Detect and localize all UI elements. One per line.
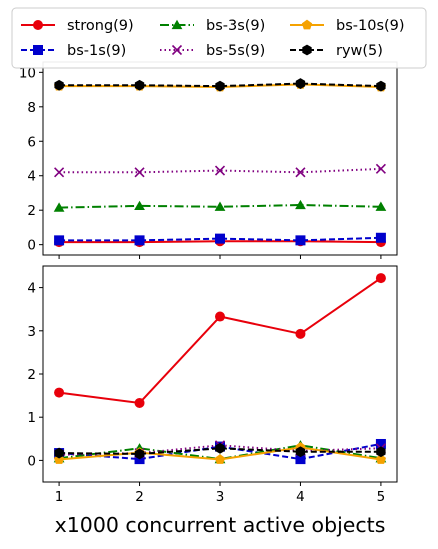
legend-marker bbox=[171, 44, 183, 56]
data-point-marker bbox=[134, 235, 145, 246]
series-bs-5s-9- bbox=[54, 163, 386, 178]
y-tick-label: 2 bbox=[27, 203, 36, 219]
y-axis-ticks: 0 1 2 3 4 bbox=[27, 281, 43, 469]
data-point-marker bbox=[53, 202, 65, 212]
data-point-marker bbox=[215, 233, 225, 244]
data-point-marker bbox=[375, 273, 386, 284]
top-panel: 0 2 4 6 8 10 bbox=[19, 61, 398, 259]
x-tick-label: 5 bbox=[377, 489, 386, 505]
data-point-marker bbox=[295, 167, 306, 178]
legend-entry: bs-10s(9) bbox=[290, 18, 405, 34]
marker-stroke bbox=[54, 167, 65, 178]
marker-stroke bbox=[171, 44, 183, 56]
data-point-marker bbox=[375, 163, 386, 174]
legend-marker bbox=[301, 19, 313, 30]
legend-entry: bs-1s(9) bbox=[21, 43, 126, 59]
data-point-marker bbox=[134, 448, 145, 460]
legend-label: bs-5s(9) bbox=[206, 43, 265, 59]
marker-stroke bbox=[375, 163, 386, 174]
y-tick-label: 1 bbox=[27, 410, 36, 426]
data-point-marker bbox=[215, 311, 225, 322]
data-point-marker bbox=[134, 79, 145, 91]
data-point-marker bbox=[295, 446, 306, 458]
legend-label: bs-10s(9) bbox=[336, 18, 405, 34]
data-point-marker bbox=[376, 446, 386, 458]
y-axis-ticks: 0 2 4 6 8 10 bbox=[19, 65, 43, 254]
data-point-marker bbox=[376, 80, 386, 92]
y-tick-label: 2 bbox=[27, 367, 36, 383]
y-tick-label: 4 bbox=[27, 281, 36, 297]
x-tick-label: 2 bbox=[135, 489, 144, 505]
data-point-marker bbox=[134, 397, 145, 408]
data-point-marker bbox=[54, 387, 65, 398]
plot-area bbox=[43, 62, 397, 255]
data-point-marker bbox=[134, 167, 145, 178]
y-tick-label: 10 bbox=[19, 65, 36, 81]
y-tick-label: 0 bbox=[27, 453, 36, 469]
legend-box bbox=[11, 7, 427, 69]
marker-stroke bbox=[295, 167, 306, 178]
x-axis-ticks: 1 2 3 4 5 bbox=[55, 482, 385, 505]
data-point-marker bbox=[295, 235, 306, 246]
y-tick-label: 6 bbox=[27, 134, 36, 150]
bottom-panel: 0 1 2 3 4 1 2 3 4 5 x1000 concurrent active object… bbox=[27, 265, 398, 537]
legend-entry: strong(9) bbox=[21, 18, 134, 34]
y-tick-label: 3 bbox=[27, 324, 36, 340]
data-point-marker bbox=[295, 454, 306, 465]
legend-marker bbox=[33, 45, 43, 55]
x-tick-label: 3 bbox=[216, 489, 225, 505]
data-point-marker bbox=[375, 232, 386, 243]
data-point-marker bbox=[214, 454, 226, 464]
legend-label: strong(9) bbox=[67, 18, 134, 34]
plot-frame bbox=[42, 265, 398, 483]
data-point-marker bbox=[214, 165, 226, 176]
data-point-marker bbox=[295, 328, 306, 339]
marker-stroke bbox=[134, 167, 145, 178]
legend-entry: ryw(5) bbox=[290, 43, 383, 59]
x-tick-label: 4 bbox=[296, 489, 305, 505]
data-point-marker bbox=[214, 201, 226, 211]
data-point-marker bbox=[215, 442, 225, 454]
legend-marker bbox=[33, 20, 43, 30]
data-point-marker bbox=[375, 438, 386, 449]
series-bs-1s-9- bbox=[54, 232, 386, 246]
legend: strong(9) bs-1s(9) bs-3s(9) bs-5s(9) bs-10s(… bbox=[11, 7, 427, 69]
data-point-marker bbox=[295, 199, 306, 210]
legend-entry: bs-5s(9) bbox=[160, 43, 265, 59]
data-point-marker bbox=[215, 80, 225, 92]
series-strong-9- bbox=[54, 273, 386, 408]
data-point-marker bbox=[375, 454, 387, 464]
legend-entry: bs-3s(9) bbox=[160, 18, 265, 34]
series-ryw-5- bbox=[54, 442, 386, 460]
data-point-marker bbox=[54, 79, 64, 91]
x-axis-ticks bbox=[58, 255, 382, 259]
data-point-marker bbox=[54, 235, 65, 246]
legend-marker bbox=[171, 19, 183, 30]
legend-label: bs-1s(9) bbox=[67, 43, 126, 59]
data-point-marker bbox=[375, 201, 387, 211]
marker-stroke bbox=[214, 165, 226, 176]
series-ryw-5- bbox=[54, 78, 386, 92]
y-tick-label: 4 bbox=[27, 169, 36, 185]
x-axis-label: x1000 concurrent active objects bbox=[55, 513, 386, 537]
legend-label: bs-3s(9) bbox=[206, 18, 265, 34]
x-tick-label: 1 bbox=[55, 489, 64, 505]
y-tick-label: 8 bbox=[27, 100, 36, 116]
y-tick-label: 0 bbox=[27, 238, 36, 254]
series-line bbox=[58, 444, 382, 461]
legend-label: ryw(5) bbox=[336, 43, 383, 59]
data-point-marker bbox=[134, 200, 145, 210]
series-bs-3s-9- bbox=[53, 199, 387, 212]
legend-marker bbox=[302, 44, 312, 56]
data-point-marker bbox=[295, 78, 306, 89]
data-point-marker bbox=[54, 447, 64, 459]
data-point-marker bbox=[54, 167, 65, 178]
